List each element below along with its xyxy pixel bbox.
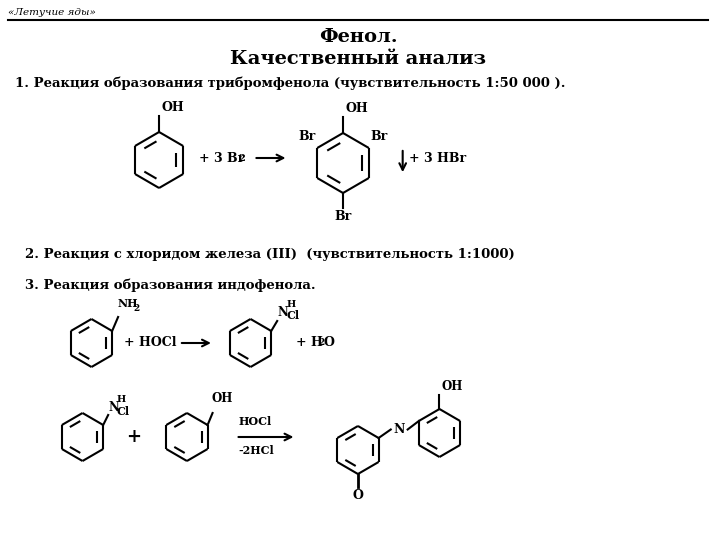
Text: H: H xyxy=(116,395,125,404)
Text: OH: OH xyxy=(212,392,233,405)
Text: H: H xyxy=(286,300,295,309)
Text: N: N xyxy=(108,401,119,414)
Text: N: N xyxy=(277,306,288,319)
Text: 1. Реакция образования трибромфенола (чувствительность 1:50 000 ).: 1. Реакция образования трибромфенола (чу… xyxy=(15,76,565,90)
Text: -2HCl: -2HCl xyxy=(238,445,274,456)
Text: 2. Реакция с хлоридом железа (III)  (чувствительность 1:1000): 2. Реакция с хлоридом железа (III) (чувс… xyxy=(25,248,515,261)
Text: 2: 2 xyxy=(133,304,139,313)
Text: 2: 2 xyxy=(238,154,246,163)
Text: O: O xyxy=(323,336,334,349)
Text: Br: Br xyxy=(334,210,351,223)
Text: OH: OH xyxy=(441,380,463,393)
Text: Фенол.: Фенол. xyxy=(319,28,397,46)
Text: «Летучие яды»: «Летучие яды» xyxy=(8,8,96,17)
Text: Cl: Cl xyxy=(116,406,130,417)
Text: 2: 2 xyxy=(318,338,325,347)
Text: + HOCl: + HOCl xyxy=(125,336,177,349)
Text: + 3 Br: + 3 Br xyxy=(199,152,244,165)
Text: N: N xyxy=(393,423,405,436)
Text: Качественный анализ: Качественный анализ xyxy=(230,50,486,68)
Text: OH: OH xyxy=(161,101,184,114)
Text: NH: NH xyxy=(117,298,138,309)
Text: Br: Br xyxy=(371,130,388,143)
Text: HOCl: HOCl xyxy=(238,416,272,427)
Text: Br: Br xyxy=(298,130,315,143)
Text: + 3 HBr: + 3 HBr xyxy=(409,152,466,165)
Text: +: + xyxy=(126,428,141,446)
Text: OH: OH xyxy=(345,102,368,115)
Text: Cl: Cl xyxy=(286,310,300,321)
Text: O: O xyxy=(353,489,364,502)
Text: 3. Реакция образования индофенола.: 3. Реакция образования индофенола. xyxy=(25,278,315,292)
Text: + H: + H xyxy=(297,336,323,349)
